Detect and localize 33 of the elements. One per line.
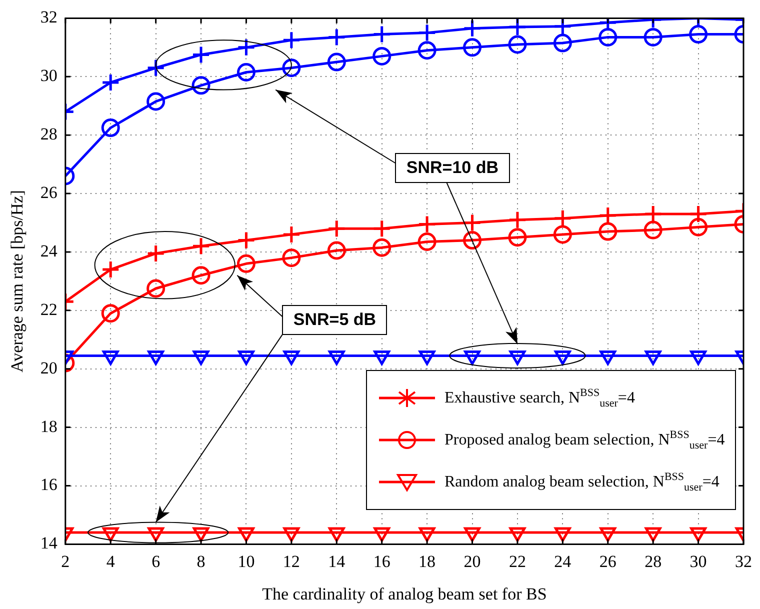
x-tick-label: 32 [735,552,752,571]
x-tick-label: 20 [464,552,481,571]
y-tick-label: 26 [40,183,58,202]
x-tick-label: 2 [61,552,70,571]
annotation: SNR=5 dB [282,304,388,335]
x-tick-label: 8 [196,552,206,571]
y-tick-label: 18 [40,416,58,436]
legend-label: Proposed analog beam selection, N$^{BSS}$$_{user}$=4 [444,428,725,452]
y-tick-label: 28 [40,124,58,144]
x-tick-label: 28 [644,552,662,571]
x-axis-title: The cardinality of analog beam set for BS [262,584,547,604]
x-tick-label: 4 [106,552,116,571]
y-tick-label: 14 [40,534,58,553]
x-tick-label: 6 [152,552,160,571]
legend-label: Random analog beam selection, N$^{BSS}$$_{user}$=4 [444,470,720,494]
x-tick-label: 24 [554,552,572,571]
x-tick-label: 18 [418,552,436,571]
y-tick-label: 32 [40,8,58,27]
y-tick-label: 20 [40,358,58,378]
y-tick-label: 22 [40,300,58,319]
x-tick-label: 26 [599,552,616,571]
y-axis-title: Average sum rate [bps/Hz] [8,190,27,372]
x-tick-label: 14 [328,552,346,571]
y-tick-label: 24 [40,241,58,260]
x-tick-label: 16 [373,552,390,571]
annotation: SNR=10 dB [395,152,510,183]
x-tick-label: 30 [690,552,707,571]
y-tick-label: 30 [40,66,58,86]
x-tick-label: 10 [238,552,255,571]
y-tick-label: 16 [40,475,58,494]
legend-label: Exhaustive search, N$^{BSS}$$_{user}$=4 [444,386,635,410]
x-tick-label: 12 [282,552,300,571]
x-tick-label: 22 [508,552,526,571]
